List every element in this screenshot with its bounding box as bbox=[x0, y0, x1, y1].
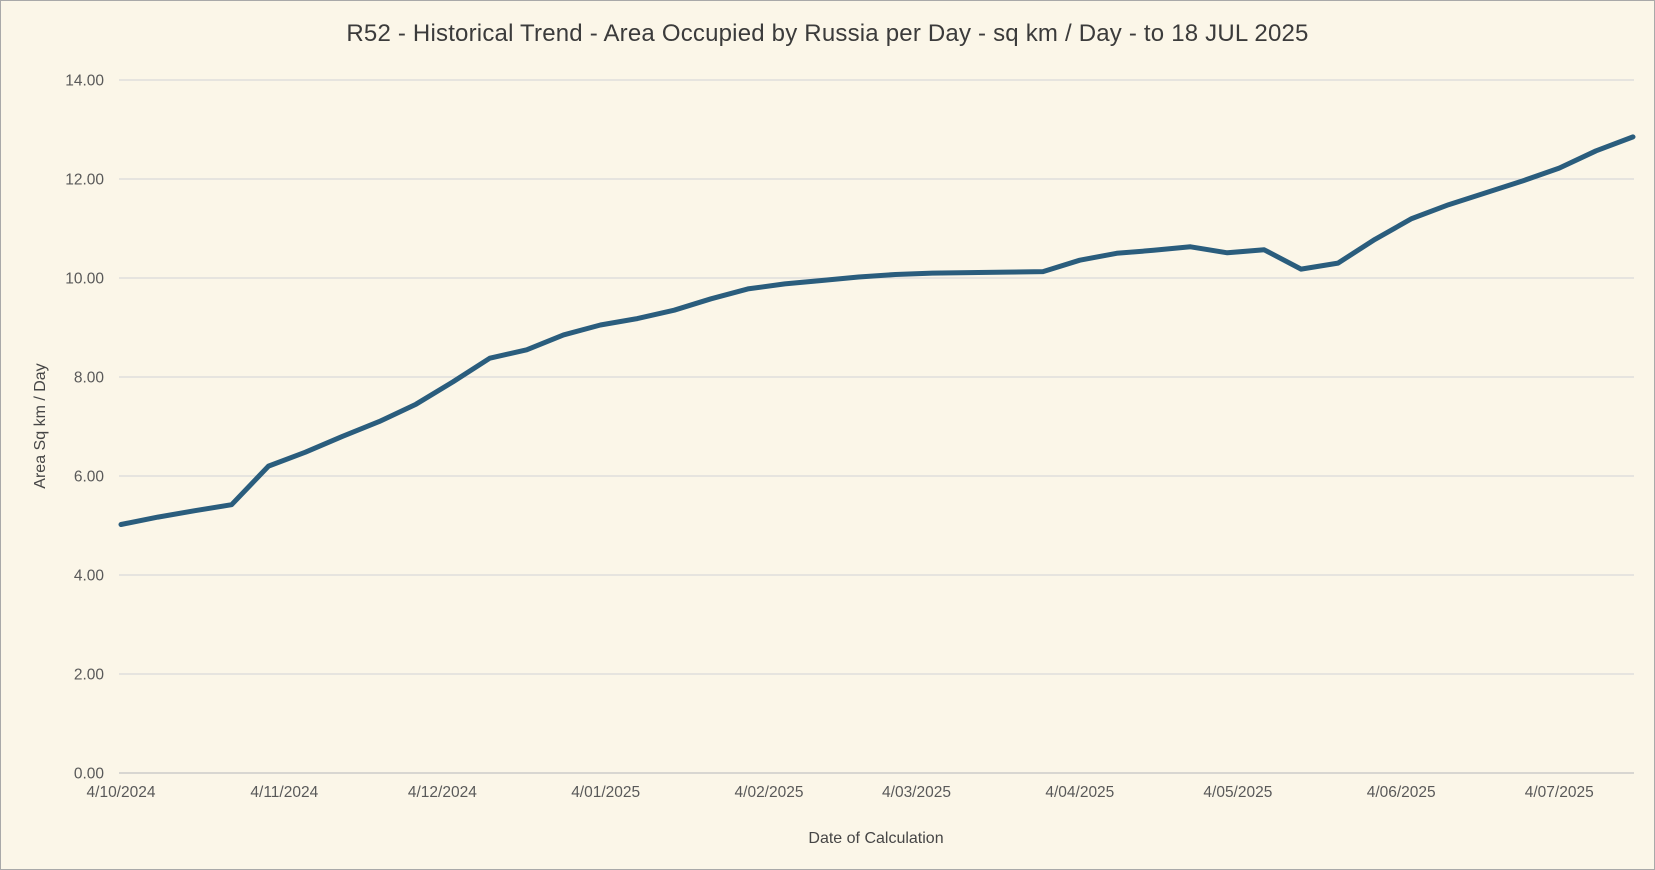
x-tick-label: 4/01/2025 bbox=[571, 784, 640, 801]
x-tick-label: 4/05/2025 bbox=[1203, 784, 1272, 801]
trend-line bbox=[118, 134, 1636, 527]
x-tick-label: 4/12/2024 bbox=[408, 784, 477, 801]
y-tick-label: 8.00 bbox=[74, 370, 105, 387]
x-tick-label: 4/02/2025 bbox=[735, 784, 804, 801]
x-tick-label: 4/03/2025 bbox=[882, 784, 951, 801]
x-tick-label: 4/07/2025 bbox=[1525, 784, 1594, 801]
y-tick-label: 6.00 bbox=[74, 469, 105, 486]
x-tick-label: 4/04/2025 bbox=[1045, 784, 1114, 801]
y-tick-label: 0.00 bbox=[74, 766, 105, 783]
y-tick-label: 12.00 bbox=[65, 172, 104, 189]
y-tick-label: 2.00 bbox=[74, 667, 105, 684]
x-tick-label: 4/10/2024 bbox=[87, 784, 156, 801]
x-tick-label: 4/11/2024 bbox=[250, 784, 318, 801]
x-tick-label: 4/06/2025 bbox=[1367, 784, 1436, 801]
chart-title: R52 - Historical Trend - Area Occupied b… bbox=[346, 20, 1309, 47]
x-axis-title: Date of Calculation bbox=[808, 830, 944, 847]
y-tick-label: 4.00 bbox=[74, 568, 105, 585]
y-tick-label: 14.00 bbox=[65, 73, 104, 90]
y-tick-label: 10.00 bbox=[65, 271, 104, 288]
